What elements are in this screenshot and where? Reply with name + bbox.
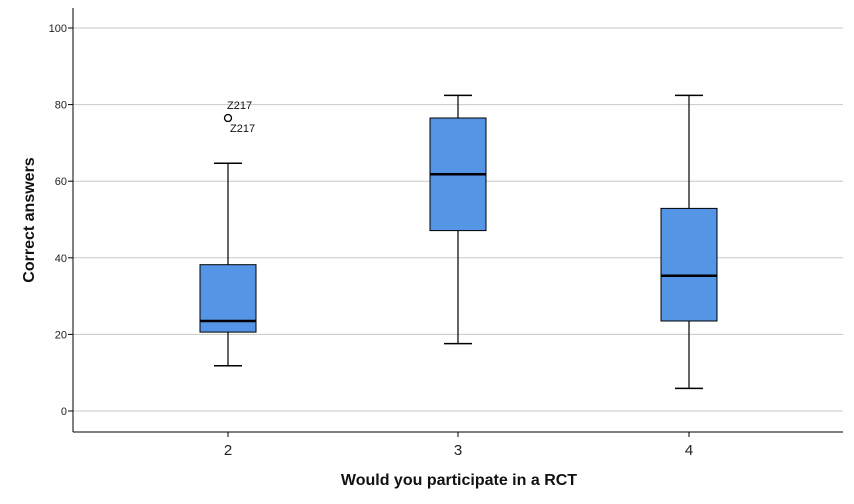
x-tick-label-2: 2 [224,442,232,459]
y-tick-label-0: 0 [61,406,67,418]
y-tick-label-60: 60 [55,176,67,188]
outlier-label-2-0-1: Z217 [230,123,255,135]
box-4 [660,207,718,322]
y-tick-label-20: 20 [55,329,67,341]
y-tick-label-100: 100 [49,23,67,35]
box-group-4 [660,94,718,390]
box-group-2: Z217 Z217 [199,100,257,367]
x-tick-label-4: 4 [685,442,693,459]
x-axis-title: Would you participate in a RCT [341,472,577,489]
outlier-2-0 [223,113,233,123]
boxes: Z217 Z217 [199,94,718,390]
y-axis-title: Correct answers [21,157,38,282]
outlier-label-2-0-0: Z217 [227,100,252,112]
box-group-3 [429,94,487,345]
y-tick-label-80: 80 [55,100,67,112]
y-tick-labels: 0 20 40 60 80 100 [49,23,73,418]
x-tick-labels: 2 3 4 [224,432,693,459]
y-tick-label-40: 40 [55,253,67,265]
x-tick-label-3: 3 [454,442,462,459]
